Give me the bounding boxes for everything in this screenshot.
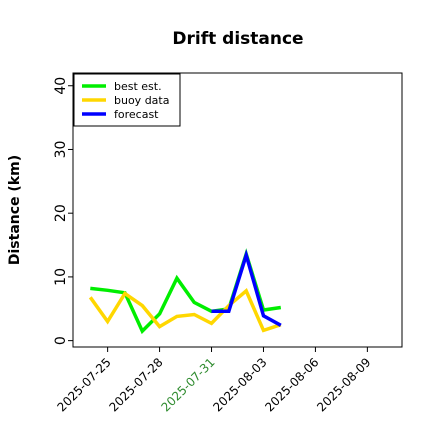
chart-title: Drift distance bbox=[172, 29, 303, 49]
y-tick-label: 0 bbox=[53, 336, 69, 345]
plot-frame bbox=[72, 72, 403, 348]
series-line-1 bbox=[88, 288, 282, 333]
y-tick-label: 10 bbox=[53, 268, 69, 286]
series-line-2 bbox=[211, 249, 282, 327]
y-tick-label: 30 bbox=[53, 141, 69, 159]
legend-label: best est. bbox=[114, 80, 162, 93]
legend-label: buoy data bbox=[114, 94, 169, 107]
y-axis-label: Distance (km) bbox=[7, 155, 23, 265]
y-tick-label: 40 bbox=[53, 77, 69, 95]
legend-label: forecast bbox=[114, 108, 159, 121]
series-lines bbox=[88, 248, 282, 335]
y-tick-label: 20 bbox=[53, 204, 69, 222]
